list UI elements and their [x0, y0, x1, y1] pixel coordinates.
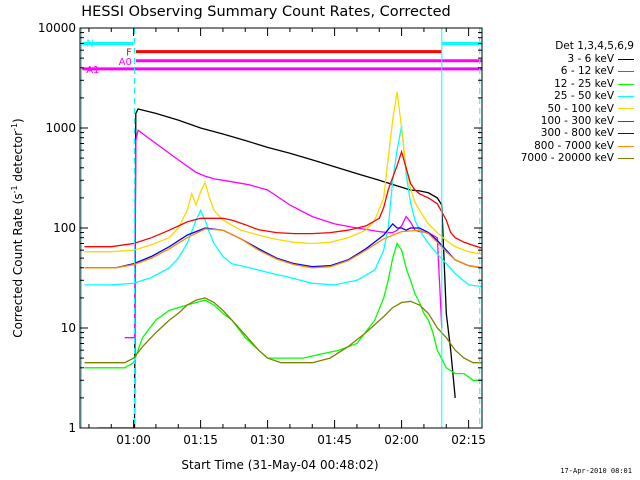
state-bar-label-4: A1	[86, 65, 99, 76]
series-line-5	[84, 149, 482, 249]
state-bar-label-2: F	[126, 48, 132, 59]
series-line-6	[84, 222, 482, 269]
legend-item: 50 - 100 keV	[478, 103, 634, 115]
legend-item: 3 - 6 keV	[478, 53, 634, 65]
legend-item: 7000 - 20000 keV	[478, 152, 634, 164]
legend-swatch	[618, 58, 634, 60]
legend-item-label: 100 - 300 keV	[540, 115, 614, 128]
x-tick-label-2: 01:30	[250, 433, 285, 447]
legend-rows: 3 - 6 keV 6 - 12 keV 12 - 25 keV 25 - 50 ke…	[478, 53, 634, 165]
legend-item-label: 7000 - 20000 keV	[520, 152, 614, 165]
legend-item: 800 - 7000 keV	[478, 140, 634, 152]
legend-item: 6 - 12 keV	[478, 65, 634, 77]
series-line-4	[84, 91, 482, 255]
x-tick-label-5: 02:15	[451, 433, 486, 447]
timestamp-label: 17-Apr-2010 08:01	[560, 467, 632, 475]
y-axis: 1 10 100 1000 10000	[38, 21, 482, 435]
legend-item: 25 - 50 keV	[478, 90, 634, 102]
y-tick-label-1: 10	[61, 321, 76, 335]
y-tick-label-4: 10000	[38, 21, 76, 35]
legend-title: Det 1,3,4,5,6,9	[555, 40, 634, 52]
legend-item-label: 12 - 25 keV	[554, 77, 614, 90]
bars-layer: N FA0 A1	[82, 38, 482, 76]
legend-swatch	[618, 157, 634, 159]
y-axis-label: Corrected Count Rate (s-1 detector-1)	[10, 118, 25, 337]
x-tick-label-4: 02:00	[384, 433, 419, 447]
legend: Det 1,3,4,5,6,9 3 - 6 keV 6 - 12 keV 12 - …	[478, 40, 634, 165]
legend-swatch	[618, 108, 634, 110]
series-layer	[84, 91, 482, 428]
legend-swatch	[618, 83, 634, 85]
legend-item-label: 300 - 800 keV	[540, 127, 614, 140]
legend-swatch	[618, 145, 634, 147]
series-line-0	[97, 108, 456, 428]
x-tick-label-0: 01:00	[116, 433, 151, 447]
y-tick-label-0: 1	[68, 421, 76, 435]
y-tick-label-3: 1000	[45, 121, 76, 135]
series-line-7	[84, 228, 482, 269]
x-tick-label-3: 01:45	[317, 433, 352, 447]
series-line-8	[84, 297, 482, 364]
legend-item-label: 3 - 6 keV	[567, 53, 614, 65]
legend-item-label: 25 - 50 keV	[554, 90, 614, 103]
legend-swatch	[618, 120, 634, 122]
legend-swatch	[618, 95, 634, 97]
series-line-1	[124, 129, 443, 339]
state-bar-label-3: A0	[119, 57, 132, 68]
legend-item: 300 - 800 keV	[478, 127, 634, 139]
series-line-2	[84, 241, 482, 381]
legend-swatch	[618, 133, 634, 135]
legend-item-label: 50 - 100 keV	[547, 102, 614, 115]
legend-item: 100 - 300 keV	[478, 115, 634, 127]
legend-item: 12 - 25 keV	[478, 78, 634, 90]
legend-item-label: 800 - 7000 keV	[534, 139, 614, 152]
x-axis: 01:00 01:15 01:30 01:45 02:00 02:15	[88, 28, 486, 447]
legend-item-label: 6 - 12 keV	[560, 65, 614, 78]
x-tick-label-1: 01:15	[183, 433, 218, 447]
plot-frame	[79, 27, 483, 429]
y-tick-label-2: 100	[53, 221, 76, 235]
series-line-3	[84, 125, 482, 288]
state-bar-label-0: N	[86, 38, 93, 49]
chart-title: HESSI Observing Summary Count Rates, Cor…	[81, 4, 450, 20]
x-axis-label: Start Time (31-May-04 00:48:02)	[181, 458, 378, 472]
legend-swatch	[618, 71, 634, 73]
